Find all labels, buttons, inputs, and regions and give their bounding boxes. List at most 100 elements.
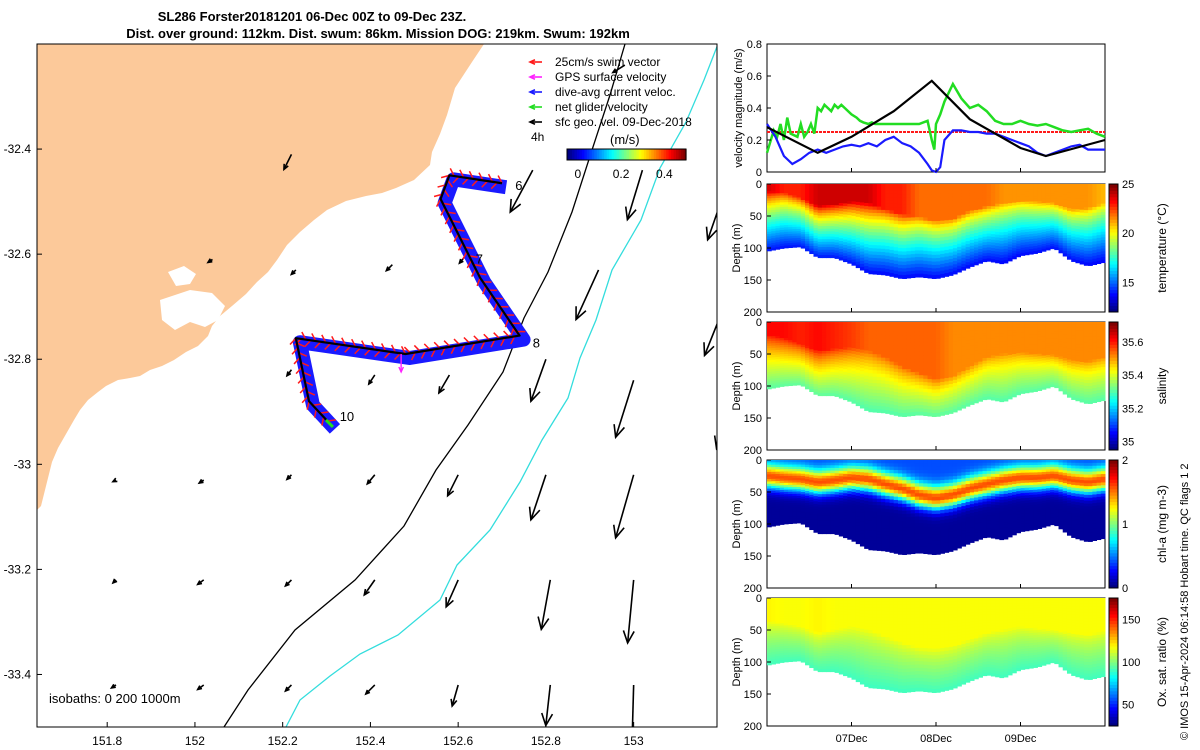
section-cell [889,269,895,274]
section-cell [889,223,895,228]
section-cell [817,228,823,232]
section-cell [1100,209,1106,213]
section-cell [999,226,1005,230]
section-cell [982,253,988,257]
section-cell [957,256,962,260]
section-cell [779,354,785,357]
section-cell [965,187,971,191]
section-cell [1100,389,1106,393]
section-cell [800,340,806,344]
section-cell [1024,184,1030,188]
section-cell [1033,371,1038,375]
section-cell [1071,211,1076,215]
section-cell [893,348,899,353]
section-cell [914,250,920,255]
section-cell [952,341,958,345]
swim-vector [471,179,479,187]
section-cell [821,184,827,188]
section-cell [1071,258,1076,262]
section-cell [1058,206,1064,210]
section-cell [876,357,882,362]
section-cell [974,186,979,191]
section-cell [986,360,992,364]
section-cell [978,203,983,208]
section-cell [1088,397,1093,402]
section-cell [872,209,878,214]
section-cell [1058,201,1064,205]
sfc-geo-arrow-head [196,685,203,691]
section-cell [902,372,907,377]
section-cell [796,339,802,343]
swim-vector [344,345,352,353]
section-cell [990,250,996,255]
section-cell [792,193,798,196]
section-cell [1058,208,1064,212]
section-cell [923,210,929,215]
section-cell [1054,340,1060,344]
section-cell [813,225,819,229]
swim-vector [487,294,493,303]
section-cell [826,366,831,370]
section-cell [952,248,958,252]
section-cell [923,227,929,232]
section-cell [927,335,933,340]
section-cell [859,328,865,332]
section-cell [792,337,798,341]
section-cell [914,230,920,235]
section-cell [927,369,933,373]
section-cell [1100,372,1106,376]
section-cell [813,368,819,372]
section-cell [990,386,996,390]
section-cell [965,193,971,197]
section-cell [783,347,789,350]
section-cell [931,355,937,360]
section-cell [843,371,848,376]
section-cell [978,209,983,213]
map-y-tick-label: -33.4 [4,667,32,681]
section-cell [872,251,878,256]
section-cell [847,338,852,343]
section-cell [1083,330,1089,335]
section-cell [1083,353,1089,358]
section-cell [889,203,895,208]
section-cell [821,324,827,328]
section-cell [1088,184,1093,188]
section-cell [855,255,861,260]
section-cell [876,190,882,195]
section-cell [792,376,798,379]
section-cell [978,324,983,329]
section-cell [885,377,891,382]
section-cell [851,250,857,255]
section-cell [982,366,988,370]
section-cell [872,206,878,211]
section-cell [767,514,772,518]
section-cell [965,247,971,251]
section-cell [1083,359,1089,364]
section-cell [830,350,836,355]
section-cell [1062,248,1068,252]
section-cell [771,231,776,234]
section-cell [1041,220,1047,223]
section-cell [1020,242,1026,246]
section-cell [936,251,941,256]
section-cell [851,233,857,237]
section-cell [919,193,924,198]
section-cell [771,336,776,339]
section-cell [1058,339,1064,343]
section-cell [965,190,971,194]
colorbar-swatch [633,149,638,160]
section-cell [1024,242,1030,246]
section-cell [931,325,937,330]
section-cell [1050,352,1055,355]
section-cell [902,389,907,394]
map-x-tick-label: 152 [185,734,205,748]
section-cell [1003,324,1009,329]
section-cell [1050,384,1055,388]
section-cell [817,324,823,328]
section-cell [940,184,945,188]
section-cell [893,207,899,212]
section-cell [1050,356,1055,360]
section-cell [931,221,937,225]
section-colorbar-swatch [1109,366,1118,371]
section-colorbar-swatch [1109,267,1118,271]
